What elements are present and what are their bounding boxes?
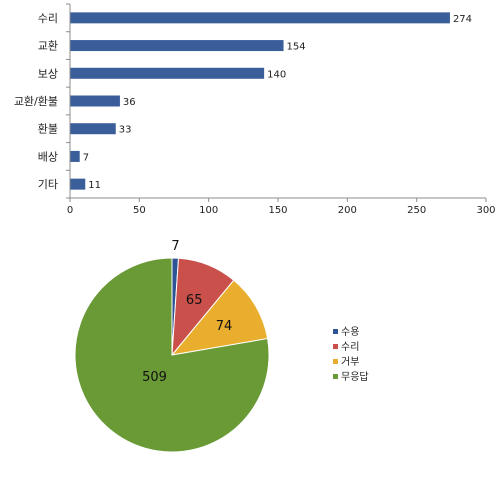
bar-chart: 0 50 100 150 200 250 300 수리 274 교환 154 보상 140 교환/환불 36… bbox=[14, 3, 496, 216]
data-label: 33 bbox=[119, 125, 132, 136]
x-tick-label: 200 bbox=[338, 205, 357, 216]
bar bbox=[70, 95, 120, 107]
category-label: 보상 bbox=[38, 67, 58, 80]
category-label: 교환/환불 bbox=[14, 95, 58, 108]
bar bbox=[70, 178, 86, 190]
pie-slice bbox=[74, 257, 270, 453]
category-label: 수리 bbox=[38, 12, 58, 25]
bar bbox=[70, 40, 284, 52]
data-label: 140 bbox=[267, 69, 286, 80]
x-tick-label: 50 bbox=[133, 205, 146, 216]
data-label: 36 bbox=[123, 97, 136, 108]
pie-slice bbox=[170, 279, 269, 356]
pie-value-label: 65 bbox=[186, 293, 203, 308]
legend-label: 무응답 bbox=[341, 371, 369, 383]
x-tick-label: 300 bbox=[476, 205, 495, 216]
pie-value-label: 7 bbox=[171, 239, 179, 254]
legend-swatch bbox=[333, 359, 338, 364]
category-label: 환불 bbox=[38, 123, 58, 136]
category-label: 배상 bbox=[38, 150, 58, 163]
legend-swatch bbox=[333, 344, 338, 349]
x-tick-label: 150 bbox=[268, 205, 287, 216]
pie-chart: 7 65 74 509 bbox=[74, 239, 270, 453]
bar bbox=[70, 150, 80, 162]
legend-label: 수리 bbox=[341, 341, 359, 353]
category-label: 기타 bbox=[38, 178, 58, 191]
bar bbox=[70, 123, 116, 135]
x-tick-label: 100 bbox=[199, 205, 218, 216]
legend-label: 수용 bbox=[341, 326, 359, 338]
data-label: 11 bbox=[88, 180, 101, 191]
data-label: 7 bbox=[83, 152, 89, 163]
pie-value-label: 74 bbox=[216, 319, 233, 334]
x-tick-label: 0 bbox=[67, 205, 73, 216]
legend-label: 거부 bbox=[341, 356, 359, 368]
data-label: 274 bbox=[453, 14, 472, 25]
bar bbox=[70, 12, 450, 24]
pie-value-label: 509 bbox=[142, 370, 167, 385]
legend-swatch bbox=[333, 374, 338, 379]
legend-swatch bbox=[333, 329, 338, 334]
bar bbox=[70, 67, 265, 79]
x-tick-label: 250 bbox=[407, 205, 426, 216]
data-label: 154 bbox=[287, 42, 306, 53]
category-label: 교환 bbox=[38, 40, 58, 53]
